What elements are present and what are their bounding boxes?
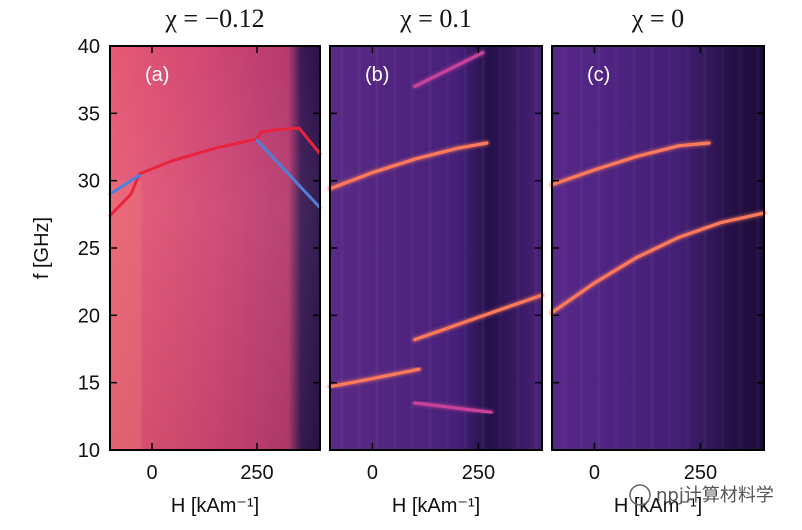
streak <box>393 46 396 450</box>
streak <box>358 46 361 450</box>
series-line <box>108 173 141 196</box>
wechat-icon <box>629 484 651 506</box>
streak <box>481 46 485 450</box>
series-line <box>413 401 493 414</box>
panel-label: (b) <box>365 64 389 86</box>
series-line <box>108 126 322 218</box>
streak <box>562 46 565 450</box>
series-line <box>550 141 711 187</box>
series-line <box>328 141 489 191</box>
watermark: npj计算材料学 <box>656 485 774 506</box>
series-line <box>413 51 485 88</box>
x-tick-label: 0 <box>367 462 378 484</box>
y-tick-label: 40 <box>78 36 100 58</box>
streak <box>686 46 689 450</box>
x-axis-label: H [kAm⁻¹] <box>614 495 702 517</box>
streak <box>411 46 414 450</box>
streak <box>446 46 449 450</box>
streak <box>721 46 724 450</box>
heatmap-1 <box>330 46 542 450</box>
panel-label: (c) <box>587 64 610 86</box>
series-line <box>413 293 544 342</box>
heatmap-shade-0 <box>110 46 320 450</box>
labels: 0 250 10 15 20 25 30 35 40 χ = −0.12 (a) H [kAm⁻¹] f… <box>31 4 774 517</box>
y-tick-label: 25 <box>78 238 100 260</box>
streak <box>580 46 583 450</box>
x-tick-label: 250 <box>684 462 717 484</box>
streak <box>428 46 432 450</box>
y-tick-label: 20 <box>78 305 100 327</box>
x-axis-label: H [kAm⁻¹] <box>392 495 480 517</box>
x-tick-label: 0 <box>589 462 600 484</box>
panel-title: χ = 0.1 <box>399 4 472 33</box>
x-tick-label: 250 <box>240 462 273 484</box>
y-tick-label: 30 <box>78 171 100 193</box>
panel-title: χ = −0.12 <box>164 4 264 33</box>
y-tick-label: 15 <box>78 373 100 395</box>
streak <box>739 46 742 450</box>
x-tick-label: 0 <box>146 462 157 484</box>
x-tick-label: 250 <box>462 462 495 484</box>
data-lines <box>108 49 767 416</box>
panel-title: χ = 0 <box>631 4 684 33</box>
y-tick-label: 10 <box>78 440 100 462</box>
streak <box>499 46 502 450</box>
series-line <box>550 211 766 315</box>
streak <box>615 46 618 450</box>
series-line <box>328 367 421 389</box>
y-tick-label: 35 <box>78 103 100 125</box>
streak <box>375 46 379 450</box>
streak <box>464 46 467 450</box>
x-axis-label: H [kAm⁻¹] <box>171 495 259 517</box>
streak <box>703 46 707 450</box>
y-axis-label: f [GHz] <box>31 217 53 279</box>
streak <box>340 46 343 450</box>
panel-backgrounds <box>110 46 764 450</box>
panel-label: (a) <box>145 64 169 86</box>
streak <box>668 46 671 450</box>
streak <box>633 46 636 450</box>
streak <box>517 46 520 450</box>
axes <box>109 45 765 451</box>
streak <box>597 46 601 450</box>
series-line <box>255 138 322 210</box>
